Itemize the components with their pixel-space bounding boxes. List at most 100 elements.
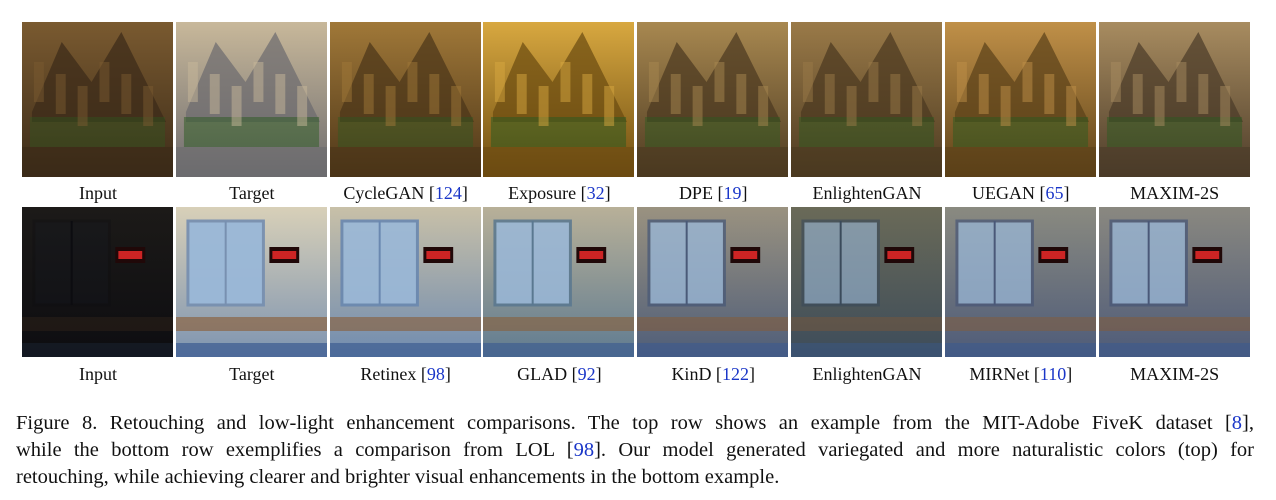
text: MIRNet [ xyxy=(969,364,1040,384)
image xyxy=(1098,22,1250,177)
text: ] xyxy=(1063,183,1070,203)
shape xyxy=(272,251,297,259)
shape xyxy=(385,86,396,126)
image xyxy=(22,207,173,357)
shape xyxy=(1022,62,1033,102)
image-label: Exposure [32] xyxy=(483,183,635,204)
image xyxy=(329,22,481,177)
shape xyxy=(798,117,935,147)
shape xyxy=(1065,86,1076,126)
shape xyxy=(143,86,154,126)
shape xyxy=(670,74,681,114)
text: KinD [ xyxy=(671,364,722,384)
image-content xyxy=(637,22,789,177)
text: ]. Our model generated variegated and mo… xyxy=(594,439,1254,461)
shape xyxy=(275,74,286,114)
text: ] xyxy=(1066,364,1073,384)
image-label: MIRNet [110] xyxy=(945,364,1097,385)
text: Target xyxy=(229,183,275,203)
shape xyxy=(791,147,942,177)
shape xyxy=(425,251,450,259)
shape xyxy=(22,207,173,357)
shape xyxy=(978,74,989,114)
shape xyxy=(944,343,1096,357)
text: EnlightenGAN xyxy=(812,183,922,203)
shape xyxy=(363,74,374,114)
shape xyxy=(645,117,781,147)
shape xyxy=(329,147,481,177)
image-content xyxy=(637,207,789,357)
shape xyxy=(428,74,439,114)
shape xyxy=(1197,74,1208,114)
image xyxy=(22,22,173,177)
image-content xyxy=(944,22,1096,177)
text: MAXIM-2S xyxy=(1130,183,1220,203)
shape xyxy=(1044,74,1055,114)
image-content xyxy=(22,22,173,177)
shape xyxy=(692,86,703,126)
shape xyxy=(1110,62,1121,102)
image-label: CycleGAN [124] xyxy=(330,183,482,204)
image-content xyxy=(1098,22,1250,177)
shape xyxy=(22,147,173,177)
shape xyxy=(956,62,967,102)
shape xyxy=(758,86,769,126)
shape xyxy=(341,62,352,102)
shape xyxy=(337,117,473,147)
image xyxy=(483,22,635,177)
shape xyxy=(175,147,327,177)
caption-line: retouching, while achieving clearer and … xyxy=(16,466,1254,489)
citation: 32 xyxy=(586,183,605,203)
image xyxy=(637,207,789,357)
shape xyxy=(944,317,1096,331)
shape xyxy=(539,86,549,126)
shape xyxy=(517,74,528,114)
image xyxy=(791,22,942,177)
shape xyxy=(22,317,173,331)
text: ], xyxy=(1242,412,1254,434)
shape xyxy=(121,74,132,114)
shape xyxy=(912,86,923,126)
image xyxy=(483,207,635,357)
shape xyxy=(77,86,88,126)
shape xyxy=(1098,343,1250,357)
image-label: EnlightenGAN xyxy=(791,364,943,385)
citation: 122 xyxy=(721,364,749,384)
shape xyxy=(483,343,635,357)
text: Retinex [ xyxy=(360,364,427,384)
shape xyxy=(637,317,789,331)
shape xyxy=(824,74,835,114)
shape xyxy=(483,317,635,331)
image-content xyxy=(329,207,481,357)
text: ] xyxy=(604,183,611,203)
shape xyxy=(296,86,307,126)
text: ] xyxy=(741,183,748,203)
text: Target xyxy=(229,364,275,384)
shape xyxy=(1154,86,1165,126)
caption-line: while the bottom row exemplifies a compa… xyxy=(16,439,1254,462)
image-content xyxy=(1098,207,1250,357)
text: MAXIM-2S xyxy=(1130,364,1220,384)
shape xyxy=(22,343,173,357)
image-label: UEGAN [65] xyxy=(945,183,1097,204)
shape xyxy=(175,343,327,357)
shape xyxy=(637,343,789,357)
image-label: Input xyxy=(22,364,174,385)
image-label: EnlightenGAN xyxy=(791,183,943,204)
text: ] xyxy=(461,183,468,203)
shape xyxy=(579,251,604,259)
shape xyxy=(118,251,143,259)
citation: 98 xyxy=(573,439,595,461)
text: ] xyxy=(748,364,755,384)
shape xyxy=(1041,251,1066,259)
citation: 65 xyxy=(1045,183,1064,203)
image-label: Target xyxy=(176,183,328,204)
text: DPE [ xyxy=(678,183,724,203)
image-content xyxy=(483,22,635,177)
shape xyxy=(890,74,901,114)
text: EnlightenGAN xyxy=(812,364,922,384)
image-content xyxy=(944,207,1096,357)
shape xyxy=(253,62,264,102)
text: ] xyxy=(595,364,602,384)
shape xyxy=(604,86,615,126)
